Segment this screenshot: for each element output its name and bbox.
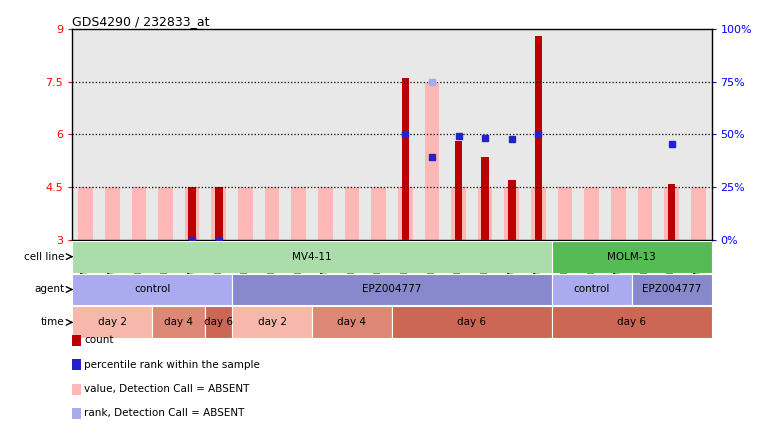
Bar bbox=[105, 187, 119, 240]
Text: percentile rank within the sample: percentile rank within the sample bbox=[84, 360, 260, 369]
Bar bbox=[425, 82, 439, 240]
Bar bbox=[638, 187, 652, 240]
Bar bbox=[478, 187, 492, 240]
Bar bbox=[205, 306, 232, 338]
Text: EPZ004777: EPZ004777 bbox=[642, 285, 702, 294]
Bar bbox=[126, 29, 152, 240]
Bar bbox=[312, 306, 392, 338]
Bar bbox=[179, 29, 205, 240]
Bar bbox=[505, 187, 519, 240]
Bar bbox=[402, 78, 409, 240]
Bar bbox=[472, 29, 498, 240]
Bar bbox=[578, 29, 605, 240]
Bar bbox=[285, 29, 312, 240]
Bar bbox=[72, 241, 552, 273]
Bar bbox=[232, 274, 552, 305]
Bar bbox=[99, 29, 126, 240]
Bar bbox=[584, 187, 599, 240]
Bar bbox=[611, 187, 626, 240]
Bar bbox=[664, 187, 679, 240]
Bar bbox=[445, 29, 472, 240]
Text: MOLM-13: MOLM-13 bbox=[607, 252, 656, 262]
Bar bbox=[398, 187, 412, 240]
Bar bbox=[525, 29, 552, 240]
Text: day 6: day 6 bbox=[457, 317, 486, 327]
Text: day 4: day 4 bbox=[337, 317, 367, 327]
Text: day 6: day 6 bbox=[204, 317, 234, 327]
Bar bbox=[605, 29, 632, 240]
Bar bbox=[215, 187, 222, 240]
Bar bbox=[552, 306, 712, 338]
Bar bbox=[535, 36, 542, 240]
Text: MV4-11: MV4-11 bbox=[292, 252, 332, 262]
Bar bbox=[392, 306, 552, 338]
Bar bbox=[658, 29, 685, 240]
Bar bbox=[498, 29, 525, 240]
Bar bbox=[392, 29, 419, 240]
Bar bbox=[685, 29, 712, 240]
Text: agent: agent bbox=[34, 285, 65, 294]
Bar bbox=[558, 187, 572, 240]
Text: control: control bbox=[574, 285, 610, 294]
Bar bbox=[482, 157, 489, 240]
Bar bbox=[238, 187, 253, 240]
Bar bbox=[78, 187, 93, 240]
Bar bbox=[72, 306, 152, 338]
Bar bbox=[552, 29, 578, 240]
Bar bbox=[668, 183, 675, 240]
Bar bbox=[232, 29, 259, 240]
Bar bbox=[419, 29, 445, 240]
Bar bbox=[132, 187, 146, 240]
Bar bbox=[632, 274, 712, 305]
Bar bbox=[232, 306, 312, 338]
Text: day 4: day 4 bbox=[164, 317, 193, 327]
Bar bbox=[552, 274, 632, 305]
Bar bbox=[72, 274, 232, 305]
Bar bbox=[531, 187, 546, 240]
Bar bbox=[205, 29, 232, 240]
Text: day 2: day 2 bbox=[97, 317, 127, 327]
Text: count: count bbox=[84, 335, 114, 345]
Bar bbox=[451, 187, 466, 240]
Bar bbox=[345, 187, 359, 240]
Bar bbox=[552, 241, 712, 273]
Text: control: control bbox=[134, 285, 170, 294]
Bar bbox=[212, 187, 226, 240]
Text: cell line: cell line bbox=[24, 252, 65, 262]
Bar bbox=[185, 187, 199, 240]
Bar bbox=[455, 141, 462, 240]
Bar bbox=[265, 187, 279, 240]
Text: rank, Detection Call = ABSENT: rank, Detection Call = ABSENT bbox=[84, 408, 245, 418]
Text: EPZ004777: EPZ004777 bbox=[362, 285, 422, 294]
Text: GDS4290 / 232833_at: GDS4290 / 232833_at bbox=[72, 15, 210, 28]
Bar bbox=[339, 29, 365, 240]
Text: value, Detection Call = ABSENT: value, Detection Call = ABSENT bbox=[84, 384, 250, 394]
Bar bbox=[312, 29, 339, 240]
Bar bbox=[371, 187, 386, 240]
Text: day 2: day 2 bbox=[257, 317, 287, 327]
Bar bbox=[291, 187, 306, 240]
Bar bbox=[152, 29, 179, 240]
Bar bbox=[632, 29, 658, 240]
Bar bbox=[152, 306, 205, 338]
Text: day 6: day 6 bbox=[617, 317, 646, 327]
Bar bbox=[365, 29, 392, 240]
Text: time: time bbox=[41, 317, 65, 327]
Bar bbox=[318, 187, 333, 240]
Bar bbox=[158, 187, 173, 240]
Bar bbox=[72, 29, 99, 240]
Bar bbox=[259, 29, 285, 240]
Bar bbox=[691, 187, 705, 240]
Bar bbox=[508, 180, 515, 240]
Bar bbox=[189, 187, 196, 240]
